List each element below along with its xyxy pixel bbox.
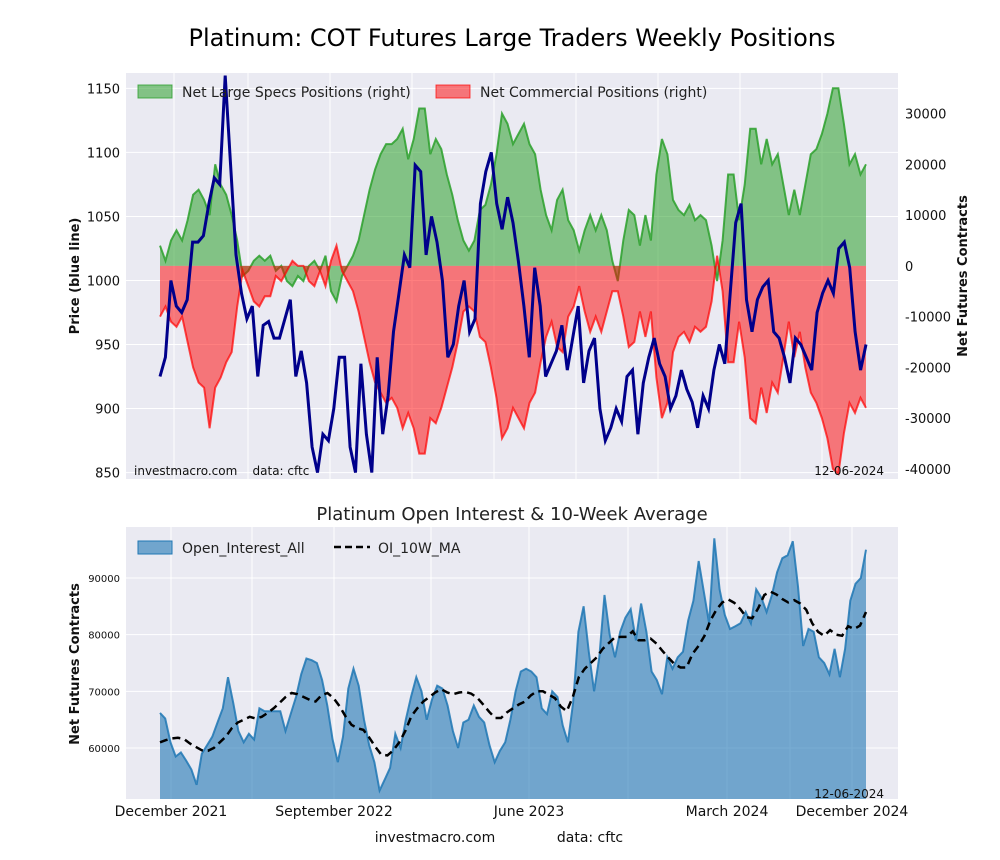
- price-tick-label: 850: [95, 467, 120, 482]
- price-tick-label: 950: [95, 339, 120, 354]
- top-price-ticks: 850 900 950 1000 1050 1100 1150: [87, 82, 120, 481]
- chart-title: Platinum: COT Futures Large Traders Week…: [188, 24, 835, 52]
- legend-swatch-commercial: [435, 84, 471, 99]
- commercial-line: [159, 241, 867, 476]
- price-tick-label: 1000: [87, 274, 120, 289]
- oi-chart-title: Platinum Open Interest & 10-Week Average: [316, 504, 707, 525]
- top-legend: Net Large Specs Positions (right) Net Co…: [137, 84, 707, 101]
- footer-source: data: cftc: [557, 830, 623, 846]
- bottom-date-ticks: December 2021 September 2022 June 2023 Marc…: [115, 804, 909, 820]
- legend-label-specs: Net Large Specs Positions (right): [182, 85, 411, 101]
- price-tick-label: 900: [95, 403, 120, 418]
- legend-swatch-oi: [137, 540, 173, 555]
- oi-axis-label: Net Futures Contracts: [68, 583, 83, 745]
- price-line: [158, 75, 868, 473]
- net-tick-label: 20000: [905, 158, 946, 173]
- date-tick-label: March 2024: [686, 804, 769, 820]
- net-tick-label: -30000: [905, 412, 951, 427]
- legend-label-oi: Open_Interest_All: [182, 541, 305, 557]
- bottom-legend: Open_Interest_All OI_10W_MA: [137, 540, 461, 557]
- oi-tick-label: 70000: [88, 687, 120, 698]
- date-note-top: 12-06-2024: [814, 464, 884, 478]
- net-tick-label: -20000: [905, 361, 951, 376]
- date-tick-label: September 2022: [275, 804, 392, 820]
- source-note: investmacro.com data: cftc: [134, 464, 309, 478]
- open-interest-panel: 60000 70000 80000 90000 December 2021 Septem…: [68, 527, 908, 820]
- net-tick-label: 10000: [905, 209, 946, 224]
- top-series: [158, 75, 868, 476]
- net-tick-label: 30000: [905, 108, 946, 123]
- date-tick-label: June 2023: [493, 804, 565, 820]
- net-tick-label: 0: [905, 260, 913, 275]
- price-tick-label: 1150: [87, 82, 120, 97]
- oi-tick-label: 80000: [88, 631, 120, 642]
- price-tick-label: 1050: [87, 210, 120, 225]
- net-tick-label: -10000: [905, 311, 951, 326]
- open-interest-area: [160, 538, 866, 799]
- cot-positions-panel: 850 900 950 1000 1050 1100 1150 -40000 -30000 -2…: [68, 73, 971, 482]
- net-tick-label: -40000: [905, 463, 951, 478]
- date-tick-label: December 2021: [115, 804, 228, 820]
- footer-site: investmacro.com: [375, 830, 495, 846]
- top-net-ticks: -40000 -30000 -20000 -10000 0 10000 20000 30000: [905, 108, 951, 478]
- price-tick-label: 1100: [87, 146, 120, 161]
- net-futures-axis-label: Net Futures Contracts: [956, 195, 971, 357]
- price-axis-label: Price (blue line): [68, 218, 83, 335]
- legend-swatch-specs: [137, 84, 173, 99]
- commercial-area: [160, 245, 866, 474]
- oi-tick-label: 60000: [88, 744, 120, 755]
- bottom-series: [159, 538, 868, 799]
- date-note-bottom: 12-06-2024: [814, 787, 884, 801]
- specs-area: [160, 88, 866, 302]
- oi-moving-average-line: [159, 590, 868, 757]
- legend-label-ma: OI_10W_MA: [378, 541, 461, 557]
- bottom-oi-ticks: 60000 70000 80000 90000: [88, 574, 120, 755]
- date-tick-label: December 2024: [796, 804, 909, 820]
- legend-label-commercial: Net Commercial Positions (right): [480, 85, 707, 101]
- oi-tick-label: 90000: [88, 574, 120, 585]
